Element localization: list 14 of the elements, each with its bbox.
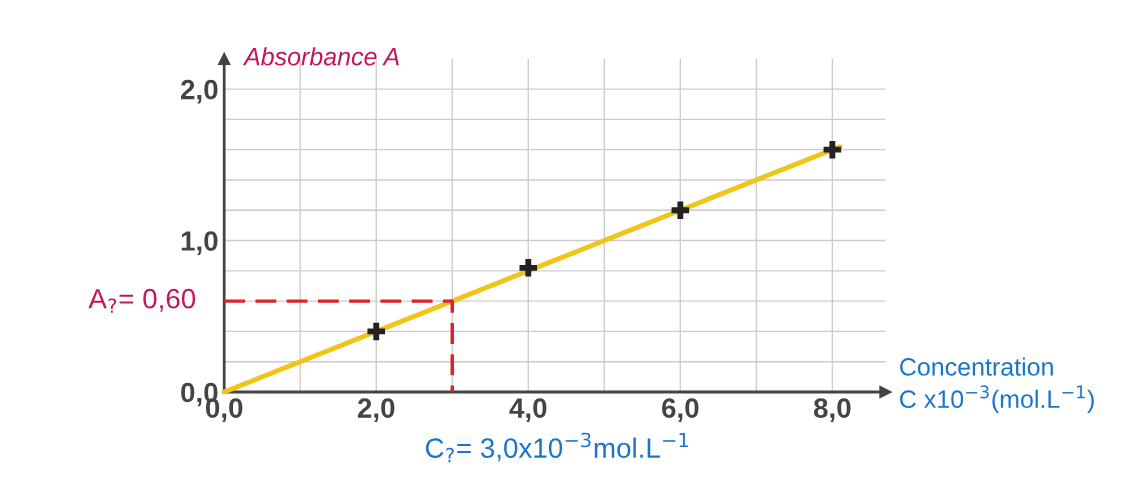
point	[671, 201, 690, 220]
point	[519, 259, 538, 277]
point	[367, 322, 386, 341]
annotation: C$_{?}$= 3,0x10$^{−3}$mol.L$^{−1}$	[425, 432, 688, 463]
y-axis-title: Absorbance A	[242, 47, 399, 66]
y-tick-label: 1,0	[181, 231, 218, 255]
x-tick-label: 4,0	[509, 398, 547, 422]
point	[823, 140, 842, 159]
x-tick-label: 2,0	[357, 398, 395, 422]
x-axis-title: Concentration C x10$^{−3}$(mol.L$^{−1}$)	[900, 357, 1094, 413]
y-tick-label: 2,0	[181, 79, 218, 104]
x-tick-label: 6,0	[662, 398, 699, 422]
x-tick-label: 8,0	[813, 398, 851, 422]
annotation: A$_{?}$= 0,60	[88, 288, 196, 313]
